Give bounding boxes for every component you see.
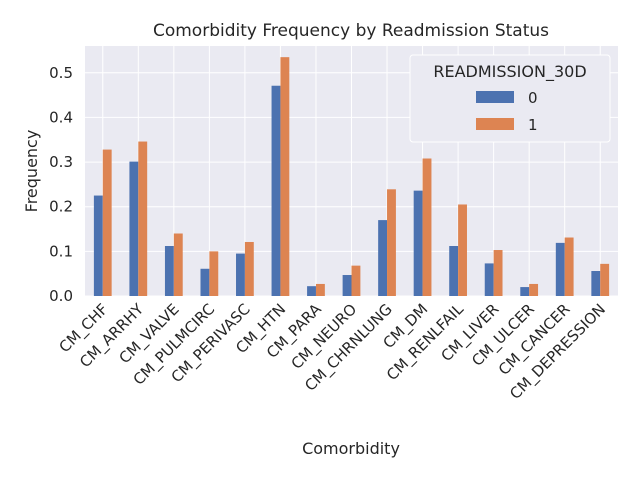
bar-series-1 (387, 189, 396, 296)
legend-title: READMISSION_30D (433, 62, 586, 82)
bar-series-0 (484, 263, 494, 296)
y-tick-label: 0.3 (49, 153, 73, 171)
bar-series-1 (422, 158, 432, 296)
y-axis-label: Frequency (22, 130, 41, 213)
bar-series-0 (413, 190, 423, 296)
bar-series-1 (209, 251, 219, 296)
bar-series-0 (200, 268, 210, 296)
bar-series-1 (244, 241, 254, 296)
bar-series-1 (600, 263, 610, 296)
bar-series-1 (173, 233, 183, 296)
y-tick-label: 0.1 (49, 242, 73, 260)
bar-series-1 (458, 204, 467, 296)
y-tick-label: 0.4 (49, 108, 73, 126)
bar-series-1 (351, 265, 361, 296)
legend-label-1: 1 (528, 116, 538, 134)
bar-series-0 (449, 246, 459, 296)
bar-series-1 (280, 57, 290, 297)
bar-series-0 (555, 242, 565, 296)
bar-series-0 (378, 220, 388, 296)
legend: READMISSION_30D 0 1 (409, 54, 611, 143)
bar-series-1 (138, 141, 148, 296)
bar-series-0 (271, 85, 281, 296)
bar-series-1 (315, 283, 325, 296)
y-tick-label: 0.0 (49, 287, 73, 305)
bar-series-1 (564, 237, 574, 296)
legend-swatch-0 (476, 91, 514, 103)
x-tick-labels: CM_CHFCM_ARRHYCM_VALVECM_PULMCIRCCM_PERI… (56, 300, 610, 404)
bars (93, 57, 610, 297)
bar-series-0 (129, 161, 139, 296)
x-axis-label: Comorbidity (302, 439, 400, 458)
bar-series-0 (342, 275, 352, 296)
bar-series-0 (591, 271, 601, 296)
bar-series-1 (493, 250, 503, 296)
bar-series-1 (529, 283, 539, 296)
y-tick-labels: 0.0 0.1 0.2 0.3 0.4 0.5 (49, 64, 73, 305)
bar-series-0 (520, 287, 530, 296)
bar-series-0 (93, 195, 103, 296)
y-tick-label: 0.5 (49, 64, 73, 82)
legend-label-0: 0 (528, 89, 538, 107)
bar-series-1 (102, 149, 112, 296)
legend-swatch-1 (476, 118, 514, 130)
bar-series-0 (164, 246, 174, 296)
bar-series-0 (307, 286, 316, 296)
y-tick-label: 0.2 (49, 198, 73, 216)
chart-title: Comorbidity Frequency by Readmission Sta… (153, 21, 549, 41)
bar-series-0 (236, 253, 245, 296)
